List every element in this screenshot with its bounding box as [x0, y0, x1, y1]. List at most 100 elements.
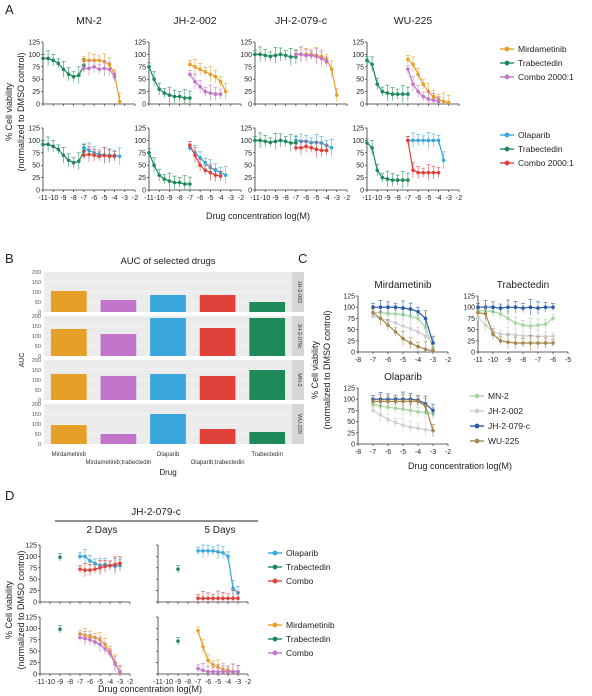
y-tick-label: 125: [352, 40, 364, 47]
series-trabectedin: [365, 56, 410, 103]
data-point: [386, 399, 390, 404]
bar: [199, 429, 236, 444]
bar: [100, 376, 137, 400]
data-point: [528, 324, 533, 328]
data-point: [113, 562, 117, 567]
data-point: [299, 146, 303, 150]
facet-strip-label: MN-2: [296, 373, 302, 386]
data-point: [213, 74, 218, 79]
y-tick-label: 0: [38, 310, 41, 316]
data-point: [294, 146, 298, 150]
legend-item: Olaparib: [500, 130, 550, 140]
data-point: [152, 77, 156, 81]
subplot-d-0: 0 25 50 75 100 125: [25, 543, 131, 607]
legend-swatch-dot: [474, 423, 480, 429]
series-olaparib: [196, 544, 240, 600]
facet-strip: [292, 316, 304, 356]
legend-label: Combo 2000:1: [518, 72, 574, 82]
data-point: [211, 549, 215, 553]
legend-label: Olaparib: [286, 548, 318, 558]
data-point: [97, 154, 102, 159]
bar: [100, 300, 137, 312]
data-point: [263, 139, 268, 144]
data-point: [218, 92, 223, 96]
x-tick-label: Trabectedin: [251, 452, 282, 458]
data-point: [371, 314, 375, 318]
data-point: [498, 339, 503, 343]
data-point: [83, 568, 87, 572]
subplot-a-bottom-3: 0 25 50 75 100 125 -11 -10 -9 -8 -7 -6 -5 -4 -3 -2: [352, 126, 462, 203]
x-tick-label: -4: [435, 195, 441, 202]
data-point: [273, 139, 278, 144]
data-point: [182, 182, 187, 186]
axis-label-x: Drug: [159, 468, 176, 477]
x-tick-label: -3: [430, 449, 436, 456]
y-tick-label: 25: [347, 338, 355, 345]
panel-letter-d: D: [5, 488, 14, 503]
data-point: [406, 67, 410, 72]
y-tick-label: 125: [463, 294, 475, 301]
cell-line-title: JH-2-079-c: [275, 15, 327, 27]
data-point: [476, 305, 480, 310]
data-point: [294, 52, 298, 57]
y-tick-label: 0: [38, 442, 41, 448]
data-point: [41, 56, 45, 61]
data-point: [78, 554, 82, 559]
data-point: [536, 306, 540, 310]
legend: Olaparib Trabectedin Combo 2000:1: [500, 130, 574, 168]
x-tick-label: -11: [473, 357, 483, 364]
y-tick-label: 50: [32, 77, 40, 84]
bar: [50, 291, 87, 312]
series-combo-2000-1: [187, 141, 223, 182]
subplot-a-top-0: 0 25 50 75 100 125: [28, 40, 136, 109]
data-point: [213, 92, 218, 96]
legend-label: Combo 2000:1: [518, 158, 574, 168]
y-tick-label: 75: [244, 150, 252, 157]
data-point: [152, 163, 156, 167]
x-tick-label: -2: [445, 449, 451, 456]
x-tick-label: -7: [293, 195, 299, 202]
data-point: [206, 658, 210, 663]
x-tick-label: -10: [488, 357, 498, 364]
data-point: [61, 67, 66, 72]
y-tick-label: 50: [29, 649, 37, 656]
data-point: [536, 323, 540, 327]
legend-label: MN-2: [488, 391, 509, 401]
data-point: [157, 87, 162, 91]
legend-swatch-dot: [272, 564, 278, 570]
data-point: [365, 58, 369, 63]
data-point: [216, 669, 220, 674]
data-point: [208, 91, 213, 95]
data-point: [98, 642, 102, 647]
x-tick-label: -2: [456, 195, 462, 202]
data-point: [198, 155, 202, 160]
x-tick-label: -11: [35, 679, 45, 686]
y-tick-label: 125: [343, 294, 355, 301]
data-point: [221, 596, 225, 601]
y-tick-label: 75: [32, 64, 40, 71]
series-trabectedin: [176, 565, 180, 573]
bar: [150, 295, 186, 312]
y-tick-label: 125: [28, 40, 40, 47]
subplot-a-bottom-0: 0 25 50 75 100 125 -11 -10 -9 -8 -7 -6 -5 -4 -3 -2: [28, 126, 138, 203]
data-point: [268, 140, 273, 145]
x-tick-label: -10: [163, 679, 173, 686]
data-point: [543, 341, 548, 345]
data-point: [371, 408, 375, 413]
x-tick-label: -10: [372, 195, 382, 202]
x-tick-label: -7: [187, 195, 193, 202]
data-point: [426, 138, 431, 143]
y-tick-label: 0: [351, 350, 355, 357]
data-point: [226, 554, 230, 559]
y-tick-label: 200: [32, 358, 41, 364]
x-tick-label: Olaparib: [157, 452, 180, 458]
y-tick-label: 50: [347, 419, 355, 426]
x-tick-label: -7: [195, 679, 201, 686]
data-point: [536, 341, 540, 345]
data-point: [498, 332, 503, 336]
data-point: [416, 409, 420, 414]
data-point: [218, 79, 223, 84]
legend-item: Trabectedin: [500, 58, 563, 68]
data-point: [177, 94, 182, 99]
data-point: [416, 316, 420, 321]
